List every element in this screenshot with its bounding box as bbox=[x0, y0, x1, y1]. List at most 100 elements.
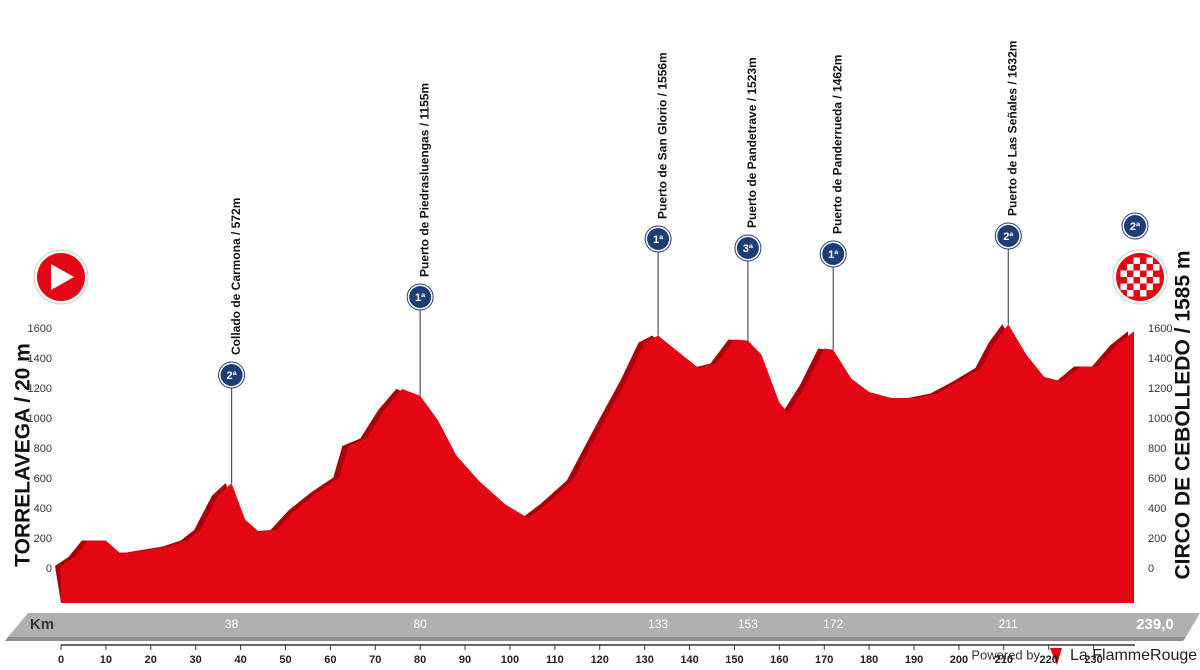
climb-name: Puerto de San Glorio / 1556m bbox=[655, 52, 669, 219]
climb-name: Puerto de Piedrasluengas / 1155m bbox=[417, 83, 431, 277]
badge bbox=[736, 237, 759, 259]
x-tick-label: 90 bbox=[459, 654, 471, 666]
category-label: 3ª bbox=[743, 243, 754, 255]
climb-km: 133 bbox=[648, 617, 668, 631]
checker bbox=[1133, 270, 1140, 277]
checker bbox=[1140, 290, 1147, 297]
x-tick-label: 20 bbox=[145, 654, 157, 666]
finish-icon bbox=[1112, 249, 1168, 305]
x-tick-label: 70 bbox=[369, 654, 381, 666]
y-tick-label: 800 bbox=[34, 443, 52, 455]
checker bbox=[1140, 257, 1147, 264]
climb-km: 172 bbox=[823, 617, 843, 631]
checker bbox=[1146, 270, 1153, 277]
badge bbox=[997, 225, 1020, 247]
y-tick-label: 1600 bbox=[28, 323, 52, 335]
climb-badge: 2ª bbox=[218, 361, 246, 389]
start-icon bbox=[33, 249, 89, 305]
x-tick-label: 210 bbox=[995, 654, 1013, 666]
y-tick-label: 1000 bbox=[28, 413, 52, 425]
checker bbox=[1146, 290, 1153, 297]
climb-badge: 1ª bbox=[644, 225, 672, 253]
x-axis-label: Km bbox=[30, 616, 54, 633]
x-tick-label: 80 bbox=[414, 654, 426, 666]
checker bbox=[1146, 264, 1153, 271]
checker bbox=[1127, 290, 1134, 297]
checker bbox=[1146, 277, 1153, 284]
x-tick-label: 0 bbox=[58, 654, 64, 666]
checker bbox=[1133, 264, 1140, 271]
climb-name: Collado de Carmona / 572m bbox=[229, 198, 243, 355]
x-tick-label: 40 bbox=[234, 654, 246, 666]
checker bbox=[1153, 270, 1160, 277]
climb-badge: 3ª bbox=[734, 234, 762, 262]
y-tick-label: 1400 bbox=[28, 353, 52, 365]
climb-km: 80 bbox=[413, 617, 427, 631]
badge bbox=[822, 243, 845, 265]
x-tick-label: 230 bbox=[1084, 654, 1102, 666]
x-tick-label: 220 bbox=[1040, 654, 1058, 666]
y-tick-label-right: 1600 bbox=[1148, 323, 1172, 335]
badge bbox=[409, 286, 432, 308]
finish-km: 239,0 bbox=[1136, 616, 1174, 633]
checker bbox=[1120, 270, 1127, 277]
x-tick-label: 180 bbox=[860, 654, 878, 666]
climb-name: Puerto de Las Señales / 1632m bbox=[1005, 41, 1019, 216]
checker bbox=[1153, 283, 1160, 290]
x-tick-label: 30 bbox=[190, 654, 202, 666]
category-label: 1ª bbox=[653, 234, 664, 246]
x-tick-label: 160 bbox=[770, 654, 788, 666]
checker bbox=[1153, 264, 1160, 271]
y-tick-label: 400 bbox=[34, 503, 52, 515]
climb-badge: 1ª bbox=[819, 240, 847, 268]
category-label: 1ª bbox=[415, 292, 426, 304]
y-tick-label-right: 1200 bbox=[1148, 383, 1172, 395]
checker bbox=[1140, 270, 1147, 277]
x-tick-label: 10 bbox=[100, 654, 112, 666]
finish-label: CIRCO DE CEBOLLEDO / 1585 m bbox=[1172, 250, 1195, 579]
badge bbox=[647, 228, 670, 250]
y-tick-label-right: 200 bbox=[1148, 533, 1166, 545]
y-tick-label: 0 bbox=[46, 563, 52, 575]
category-label: 2ª bbox=[227, 370, 238, 382]
km-bar bbox=[8, 613, 1200, 637]
climb-km: 211 bbox=[999, 617, 1018, 631]
y-tick-label-right: 800 bbox=[1148, 443, 1166, 455]
badge bbox=[220, 364, 243, 386]
checker bbox=[1127, 257, 1134, 264]
finish-badge: 2ª bbox=[1121, 212, 1149, 240]
brand: La FlammeRouge bbox=[1070, 647, 1197, 664]
profile-area bbox=[61, 324, 1134, 603]
x-tick-label: 140 bbox=[680, 654, 698, 666]
checker bbox=[1146, 257, 1153, 264]
category-label: 2ª bbox=[1130, 221, 1141, 233]
x-tick-label: 150 bbox=[725, 654, 743, 666]
climb-name: Puerto de Pandetrave / 1523m bbox=[745, 57, 759, 228]
checker bbox=[1140, 283, 1147, 290]
checker bbox=[1120, 283, 1127, 290]
checker bbox=[1140, 264, 1147, 271]
km-bar-shade bbox=[5, 637, 1186, 641]
x-tick-label: 170 bbox=[815, 654, 833, 666]
x-tick-label: 60 bbox=[324, 654, 336, 666]
climb-km: 153 bbox=[738, 617, 758, 631]
x-tick-label: 50 bbox=[279, 654, 291, 666]
brand-logo bbox=[1050, 648, 1062, 665]
y-tick-label: 200 bbox=[34, 533, 52, 545]
climb-badge: 2ª bbox=[994, 222, 1022, 250]
y-tick-label-right: 1400 bbox=[1148, 353, 1172, 365]
start-label: TORRELAVEGA / 20 m bbox=[12, 343, 35, 567]
powered-by: Powered by bbox=[971, 647, 1040, 662]
checker bbox=[1127, 264, 1134, 271]
x-tick-label: 100 bbox=[501, 654, 519, 666]
checker bbox=[1133, 283, 1140, 290]
checker bbox=[1140, 277, 1147, 284]
category-label: 1ª bbox=[828, 249, 839, 261]
x-tick-label: 120 bbox=[591, 654, 609, 666]
checker bbox=[1133, 290, 1140, 297]
checker bbox=[1133, 277, 1140, 284]
checker bbox=[1153, 277, 1160, 284]
x-tick-label: 110 bbox=[546, 654, 564, 666]
